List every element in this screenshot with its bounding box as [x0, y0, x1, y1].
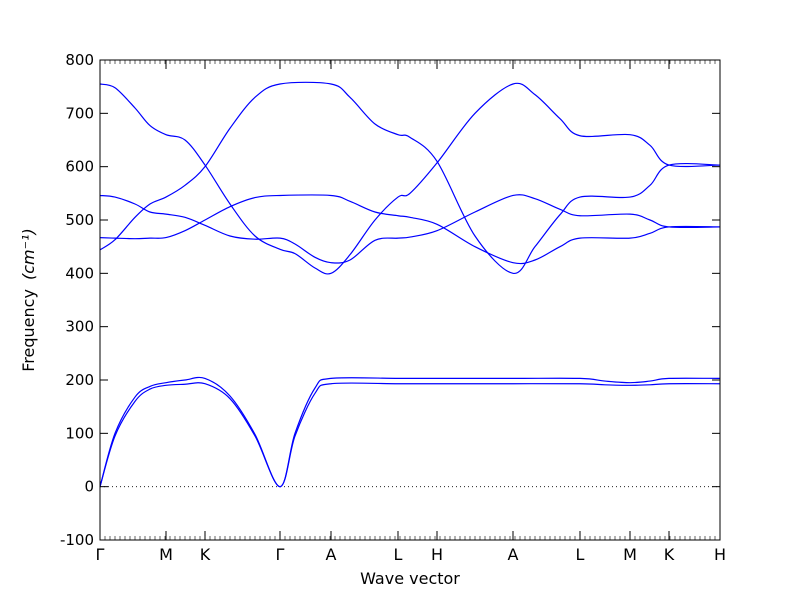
x-tick-label: A: [326, 545, 337, 564]
y-tick-label: 500: [65, 211, 94, 229]
y-tick-label: 800: [65, 51, 94, 69]
y-tick-label: 600: [65, 158, 94, 176]
y-axis-label: Frequency (cm⁻¹): [19, 228, 38, 371]
x-tick-label: H: [714, 545, 726, 564]
y-axis-label-text: Frequency: [19, 289, 38, 372]
x-tick-label: Γ: [276, 545, 285, 564]
x-tick-label: L: [394, 545, 403, 564]
x-tick-label: H: [431, 545, 443, 564]
band-series-layer: [99, 81, 721, 488]
x-tick-label: Γ: [96, 545, 105, 564]
x-tick-label: K: [200, 545, 211, 564]
x-tick-label: K: [664, 545, 675, 564]
x-tick-label: A: [508, 545, 519, 564]
x-tick-label: M: [159, 545, 173, 564]
band-line-5: [99, 194, 721, 264]
y-axis-label-unit: (cm⁻¹): [19, 228, 38, 280]
band-line-1: [99, 382, 721, 488]
plot-frame: [99, 59, 721, 541]
y-tick-label: -100: [60, 531, 94, 549]
x-tick-label: L: [576, 545, 585, 564]
x-tick-label: M: [623, 545, 637, 564]
y-tick-label: 400: [65, 264, 94, 282]
y-tick-label: 200: [65, 371, 94, 389]
band-line-2: [99, 376, 721, 488]
y-tick-label: 0: [84, 478, 94, 496]
y-tick-label: 100: [65, 424, 94, 442]
band-line-3: [99, 81, 721, 274]
y-tick-layer: -100 0 100 200 300 400 500 600 700 800: [60, 51, 720, 549]
band-line-6: [99, 194, 721, 265]
y-tick-label: 300: [65, 318, 94, 336]
x-axis-label: Wave vector: [360, 569, 460, 588]
band-line-4: [99, 82, 721, 275]
y-tick-label: 700: [65, 104, 94, 122]
